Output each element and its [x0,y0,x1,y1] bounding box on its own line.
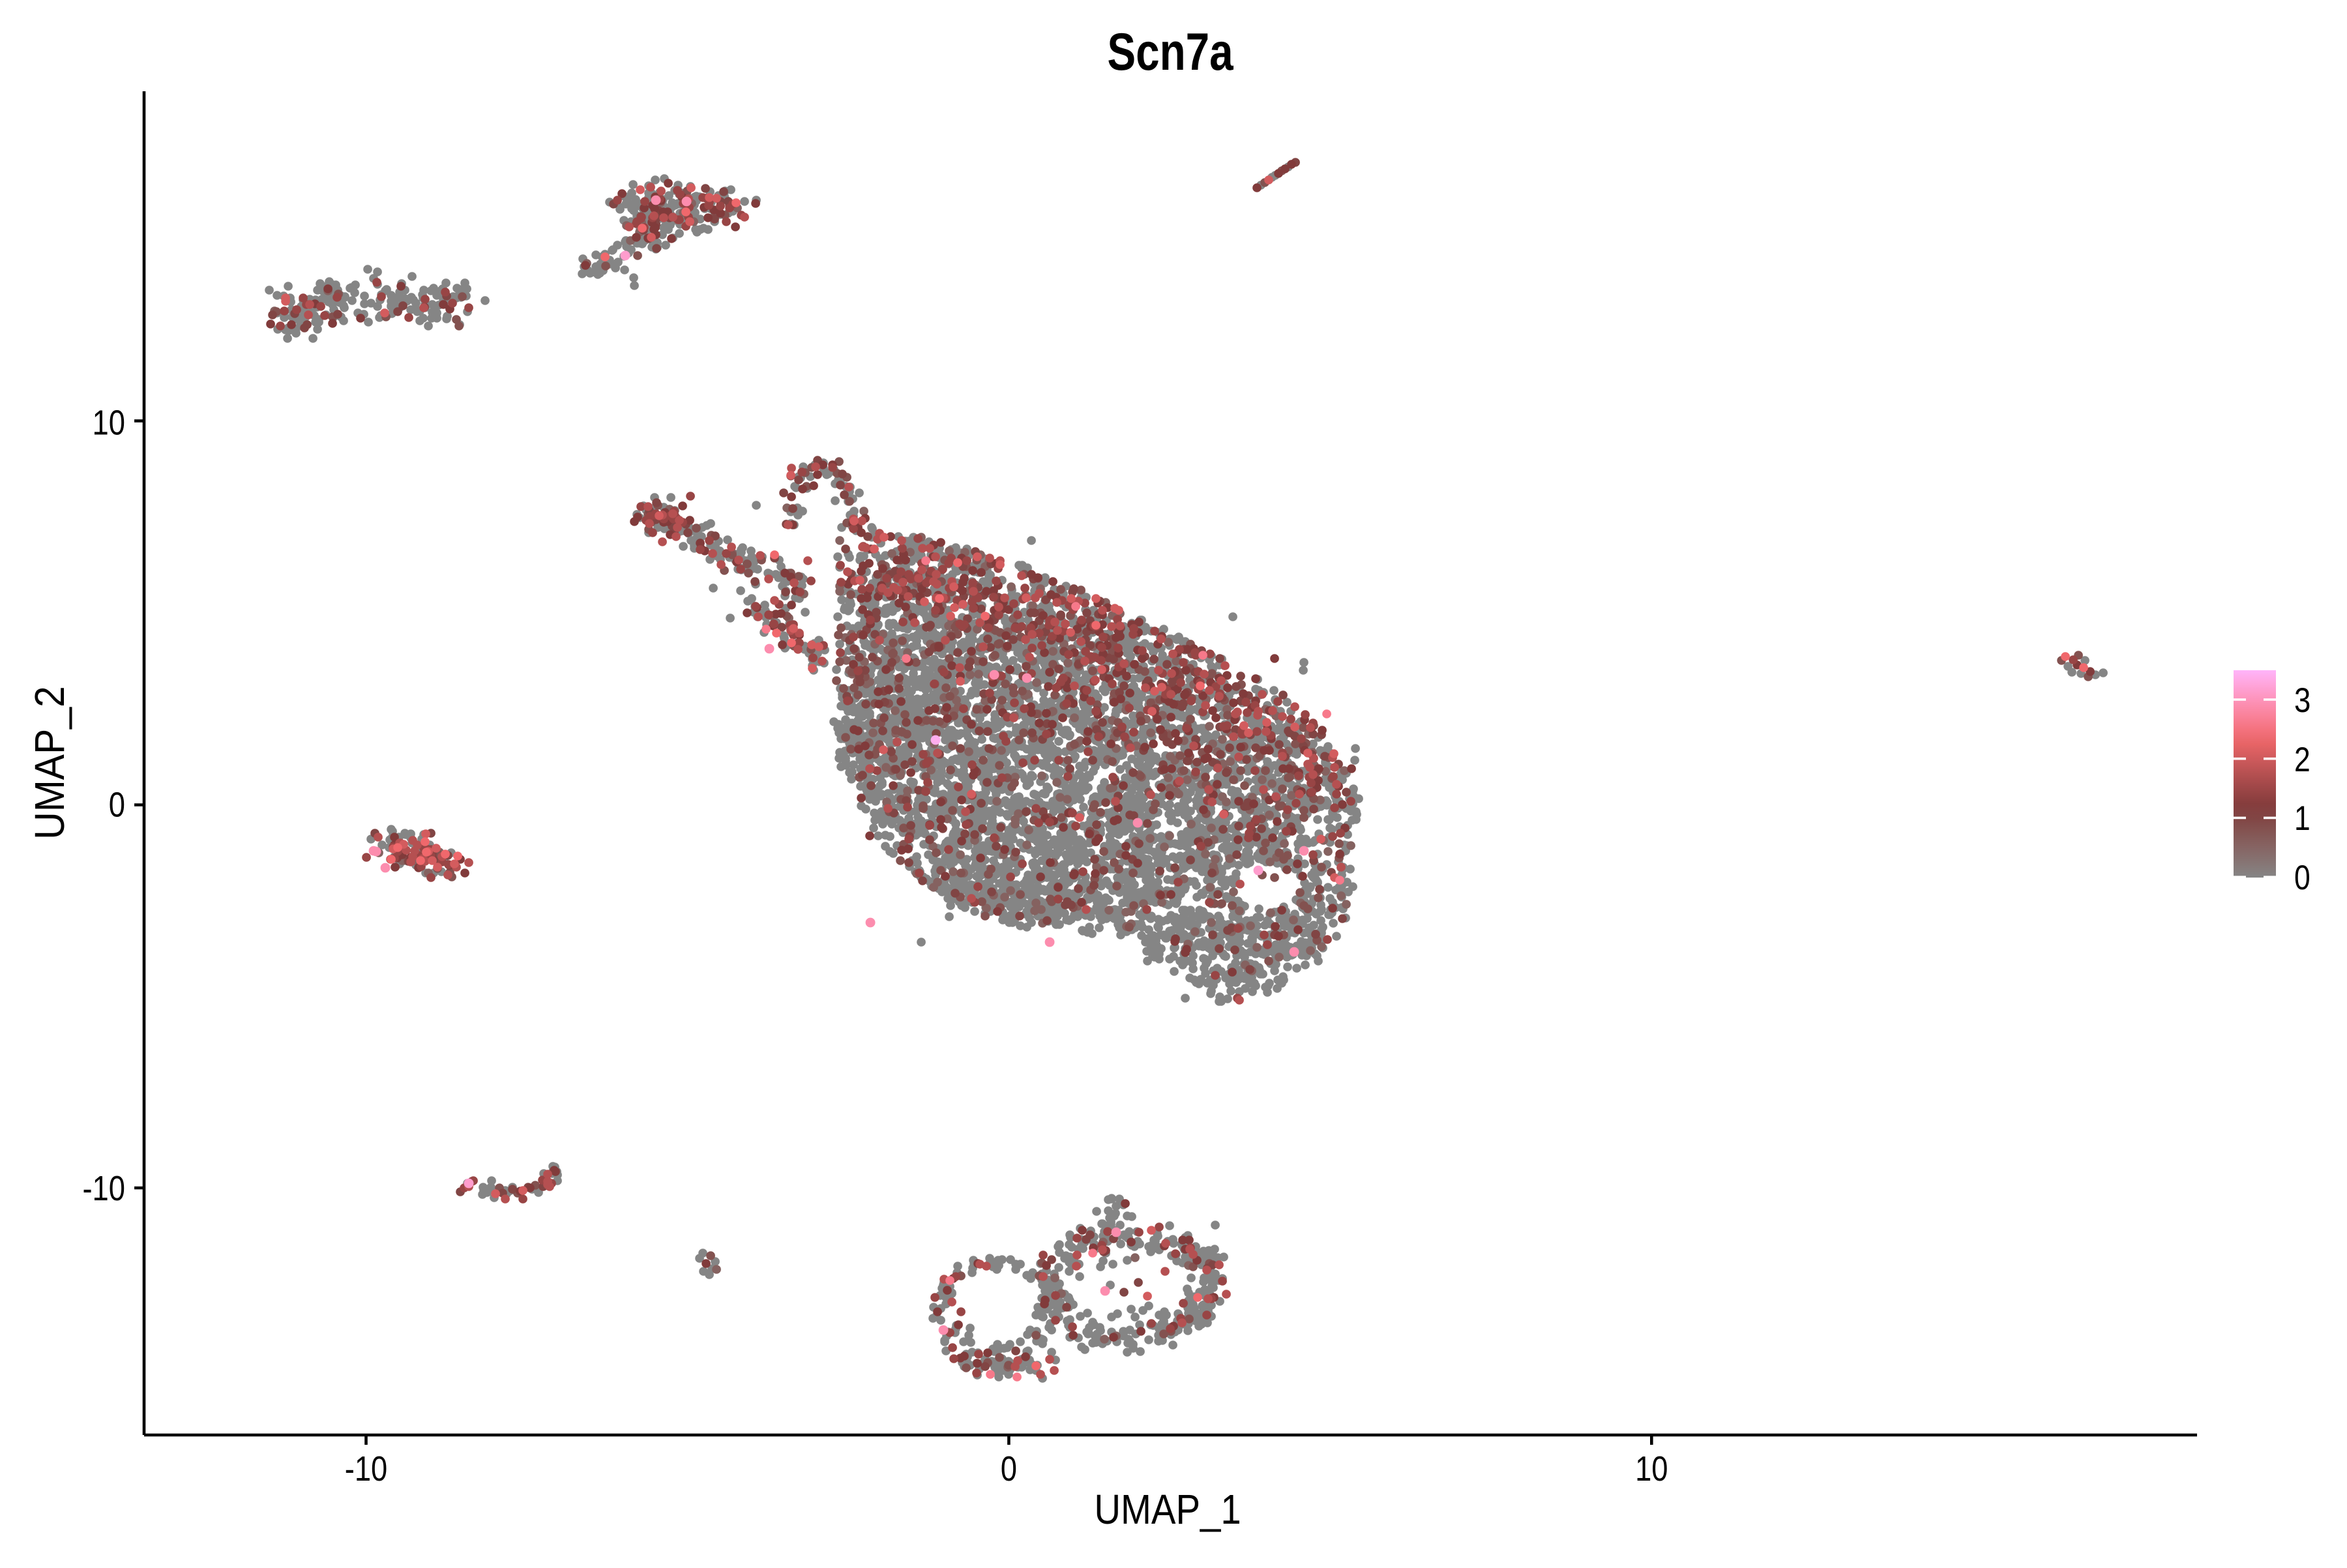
svg-text:10: 10 [93,403,125,443]
svg-text:0: 0 [2294,859,2310,896]
svg-text:-10: -10 [82,1168,125,1208]
svg-text:UMAP_2: UMAP_2 [27,686,74,840]
svg-text:-10: -10 [345,1449,388,1488]
svg-text:0: 0 [1001,1449,1017,1488]
svg-text:1: 1 [2294,799,2310,837]
svg-text:10: 10 [1635,1449,1668,1488]
svg-text:2: 2 [2294,741,2310,778]
svg-text:Scn7a: Scn7a [1107,22,1233,81]
svg-text:0: 0 [109,785,125,825]
svg-text:UMAP_1: UMAP_1 [1094,1486,1241,1533]
svg-text:3: 3 [2294,681,2310,720]
